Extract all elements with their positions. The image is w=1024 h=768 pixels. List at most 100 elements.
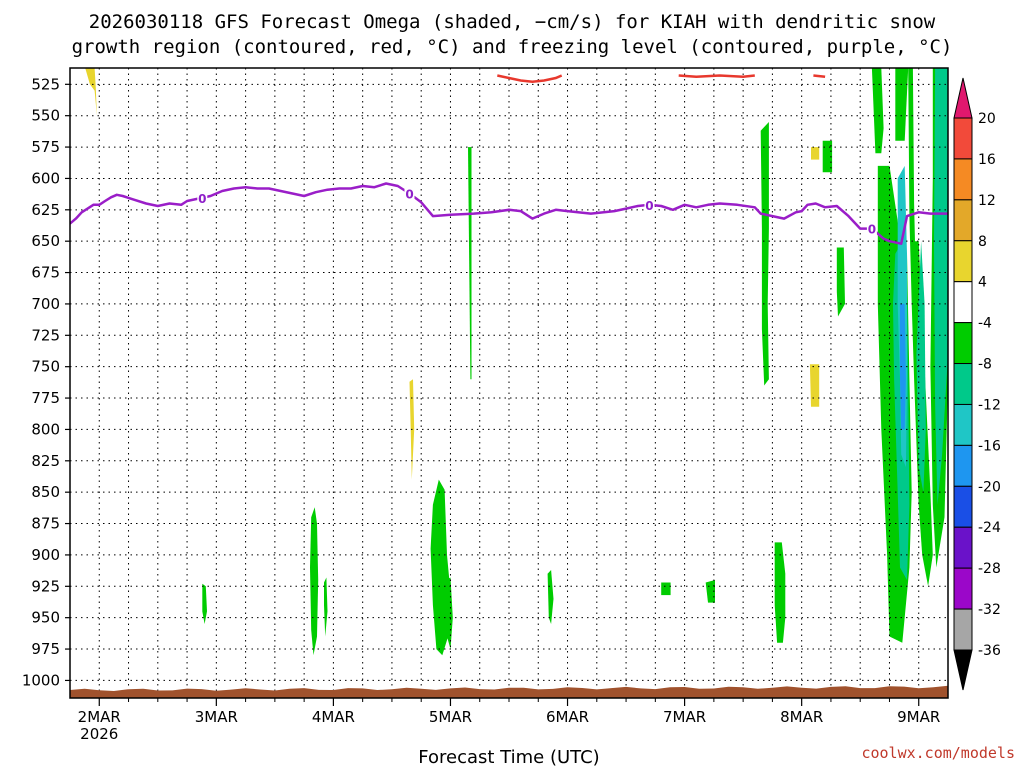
y-tick-label-825: 825 bbox=[31, 452, 60, 470]
x-tick-label-7: 9MAR bbox=[897, 708, 940, 726]
colorbar-segment-1 bbox=[953, 117, 973, 160]
colorbar-segment-6 bbox=[953, 322, 973, 365]
x-tick-label-4: 6MAR bbox=[546, 708, 589, 726]
colorbar-label-6: -8 bbox=[978, 357, 992, 373]
colorbar-label-5: -4 bbox=[978, 316, 992, 332]
colorbar-segment-11 bbox=[953, 526, 973, 569]
omega-region-2 bbox=[202, 583, 207, 624]
colorbar-segment-8 bbox=[953, 403, 973, 446]
colorbar-label-9: -20 bbox=[978, 479, 1001, 495]
x-tick-label-6: 8MAR bbox=[780, 708, 823, 726]
colorbar-label-2: 12 bbox=[978, 193, 996, 209]
contour-lines: 0 0 0 0 bbox=[70, 74, 948, 245]
dendritic-contour-1 bbox=[678, 74, 755, 79]
colorbar-label-10: -24 bbox=[978, 520, 1001, 536]
x-tick-label-2: 4MAR bbox=[312, 708, 355, 726]
omega-region-4 bbox=[445, 577, 453, 650]
y-tick-label-975: 975 bbox=[31, 640, 60, 658]
colorbar-top-arrow bbox=[953, 77, 973, 119]
omega-region-23 bbox=[85, 68, 97, 116]
omega-region-7 bbox=[705, 580, 715, 603]
terrain-polygon bbox=[70, 685, 948, 698]
y-tick-label-550: 550 bbox=[31, 107, 60, 125]
grid-lines bbox=[70, 68, 948, 698]
x-tick-label-3: 5MAR bbox=[429, 708, 472, 726]
y-tick-label-650: 650 bbox=[31, 232, 60, 250]
y-tick-label-700: 700 bbox=[31, 295, 60, 313]
y-axis: 525 550 575 600 625 650 675 700 725 750 775 800 825 8… bbox=[22, 75, 70, 689]
colorbar-segment-2 bbox=[953, 158, 973, 201]
colorbar-segment-10 bbox=[953, 485, 973, 528]
y-tick-label-525: 525 bbox=[31, 75, 60, 93]
omega-region-1 bbox=[324, 577, 328, 637]
omega-region-20 bbox=[934, 68, 948, 505]
colorbar-label-4: 4 bbox=[978, 275, 987, 291]
freezing-level-label-1: 0 bbox=[405, 187, 413, 201]
colorbar-bottom-arrow bbox=[953, 649, 973, 691]
colorbar-label-8: -16 bbox=[978, 438, 1001, 454]
colorbar-segment-13 bbox=[953, 608, 973, 651]
colorbar-label-12: -32 bbox=[978, 602, 1001, 618]
freezing-level-label-0: 0 bbox=[198, 192, 206, 206]
colorbar-segment-12 bbox=[953, 567, 973, 610]
y-tick-label-725: 725 bbox=[31, 326, 60, 344]
y-tick-label-850: 850 bbox=[31, 483, 60, 501]
chart-title-line-1: 2026030118 GFS Forecast Omega (shaded, −… bbox=[89, 11, 936, 33]
y-tick-label-625: 625 bbox=[31, 201, 60, 219]
omega-region-0 bbox=[310, 507, 319, 656]
freezing-level-line bbox=[70, 182, 948, 245]
x-tick-sublabel-0: 2026 bbox=[80, 725, 118, 743]
colorbar-label-0: 20 bbox=[978, 111, 996, 127]
omega-region-9 bbox=[760, 122, 769, 386]
colorbar-label-13: -36 bbox=[978, 643, 1001, 659]
x-axis-label: Forecast Time (UTC) bbox=[418, 747, 599, 768]
colorbar-label-3: 8 bbox=[978, 234, 987, 250]
omega-region-25 bbox=[809, 364, 820, 407]
freezing-label-bg-2 bbox=[644, 196, 655, 212]
dendritic-contour-2 bbox=[813, 74, 826, 79]
y-tick-label-775: 775 bbox=[31, 389, 60, 407]
y-tick-label-800: 800 bbox=[31, 420, 60, 438]
terrain-band bbox=[70, 685, 948, 698]
colorbar-segment-7 bbox=[953, 363, 973, 405]
colorbar-label-1: 16 bbox=[978, 152, 996, 168]
omega-region-11 bbox=[836, 247, 845, 317]
freezing-level-label-3: 0 bbox=[868, 223, 876, 237]
omega-region-5 bbox=[547, 570, 554, 624]
y-tick-label-675: 675 bbox=[31, 264, 60, 282]
y-tick-label-875: 875 bbox=[31, 515, 60, 533]
dendritic-contour-0 bbox=[497, 74, 563, 84]
x-tick-label-1: 3MAR bbox=[195, 708, 238, 726]
colorbar-label-11: -28 bbox=[978, 561, 1001, 577]
y-tick-label-925: 925 bbox=[31, 577, 60, 595]
y-tick-label-750: 750 bbox=[31, 358, 60, 376]
colorbar-segment-4 bbox=[953, 240, 973, 283]
colorbar: 20 16 12 8 4 -4 -8 -12 -16 -20 -24 -28 -32 -36 bbox=[953, 77, 1001, 691]
omega-region-12 bbox=[871, 68, 884, 154]
omega-region-14 bbox=[895, 68, 909, 141]
colorbar-segment-3 bbox=[953, 199, 973, 242]
y-tick-label-950: 950 bbox=[31, 609, 60, 627]
omega-region-8 bbox=[774, 542, 786, 643]
omega-region-10 bbox=[822, 140, 833, 173]
colorbar-segment-9 bbox=[953, 444, 973, 487]
y-tick-label-900: 900 bbox=[31, 546, 60, 564]
y-tick-label-575: 575 bbox=[31, 138, 60, 156]
freezing-label-bg-0 bbox=[197, 189, 208, 205]
x-tick-label-5: 7MAR bbox=[663, 708, 706, 726]
y-tick-label-600: 600 bbox=[31, 169, 60, 187]
y-tick-label-1000: 1000 bbox=[22, 671, 60, 689]
chart-title-line-2: growth region (contoured, red, °C) and f… bbox=[72, 36, 953, 58]
freezing-label-bg-1 bbox=[404, 185, 415, 201]
omega-region-24 bbox=[811, 147, 820, 160]
colorbar-segment-5 bbox=[953, 281, 973, 324]
omega-region-6 bbox=[661, 582, 671, 596]
freezing-label-bg-3 bbox=[866, 220, 877, 236]
chart-title: 2026030118 GFS Forecast Omega (shaded, −… bbox=[72, 11, 953, 58]
freezing-level-label-2: 0 bbox=[645, 199, 653, 213]
omega-region-27 bbox=[468, 147, 472, 380]
x-tick-label-0: 2MAR bbox=[78, 708, 121, 726]
colorbar-label-7: -12 bbox=[978, 397, 1001, 413]
